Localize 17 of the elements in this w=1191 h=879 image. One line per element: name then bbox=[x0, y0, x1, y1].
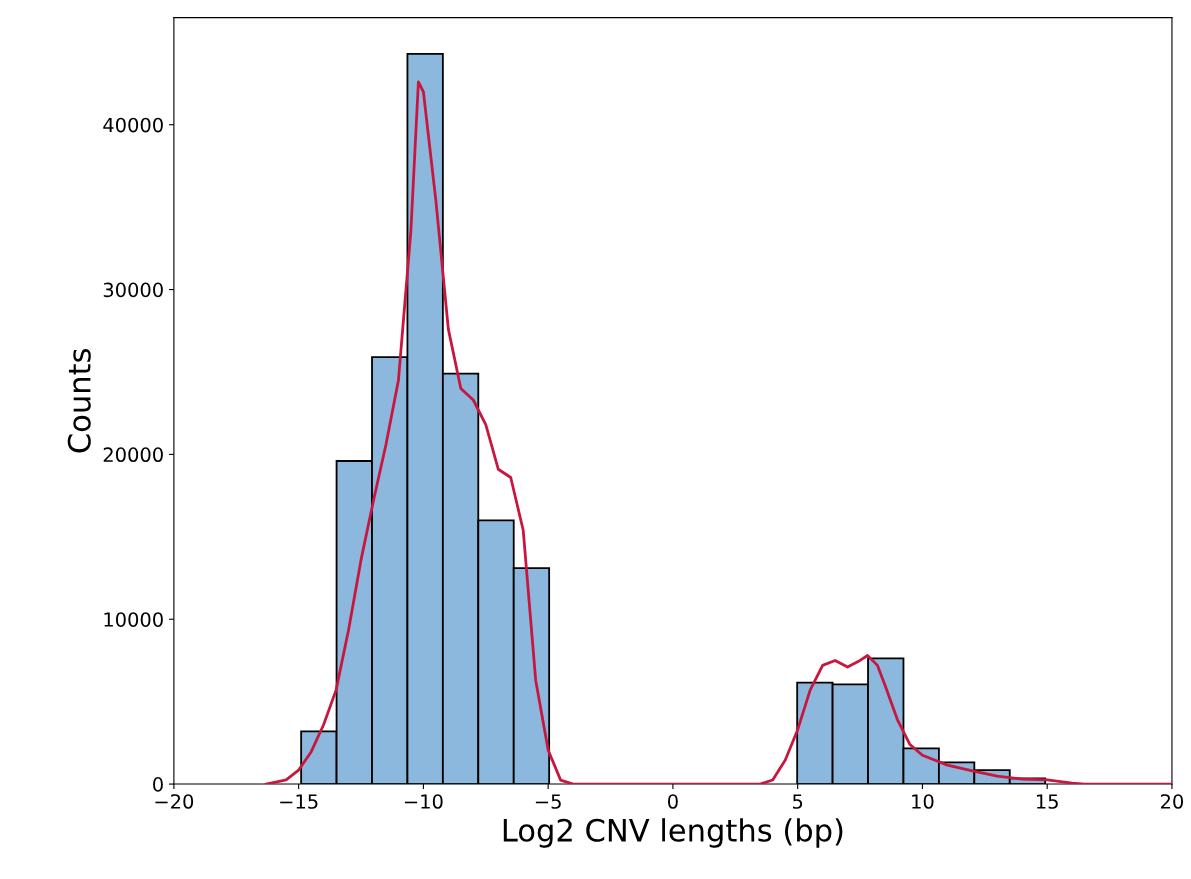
x-tick-label: 10 bbox=[912, 794, 934, 809]
y-tick-label: 20000 bbox=[103, 447, 163, 463]
y-tick-label: 30000 bbox=[103, 282, 163, 298]
y-tick-label: 40000 bbox=[103, 117, 163, 133]
x-axis-title: Log2 CNV lengths (bp) bbox=[503, 818, 843, 848]
x-tick-label: −10 bbox=[404, 794, 443, 809]
y-tick-label: 10000 bbox=[104, 612, 163, 627]
x-tick-label: 15 bbox=[1036, 794, 1058, 809]
x-tick-label: 20 bbox=[1161, 794, 1184, 809]
x-tick-label: 5 bbox=[792, 794, 803, 809]
y-tick-label: 0 bbox=[153, 777, 163, 792]
x-tick-label: −15 bbox=[280, 794, 318, 809]
x-tick-label: 0 bbox=[668, 794, 678, 809]
line-series bbox=[264, 80, 1172, 785]
x-tick-label: −20 bbox=[155, 794, 194, 809]
y-axis-title: Counts bbox=[67, 348, 91, 453]
x-tick-label: −5 bbox=[535, 794, 561, 809]
